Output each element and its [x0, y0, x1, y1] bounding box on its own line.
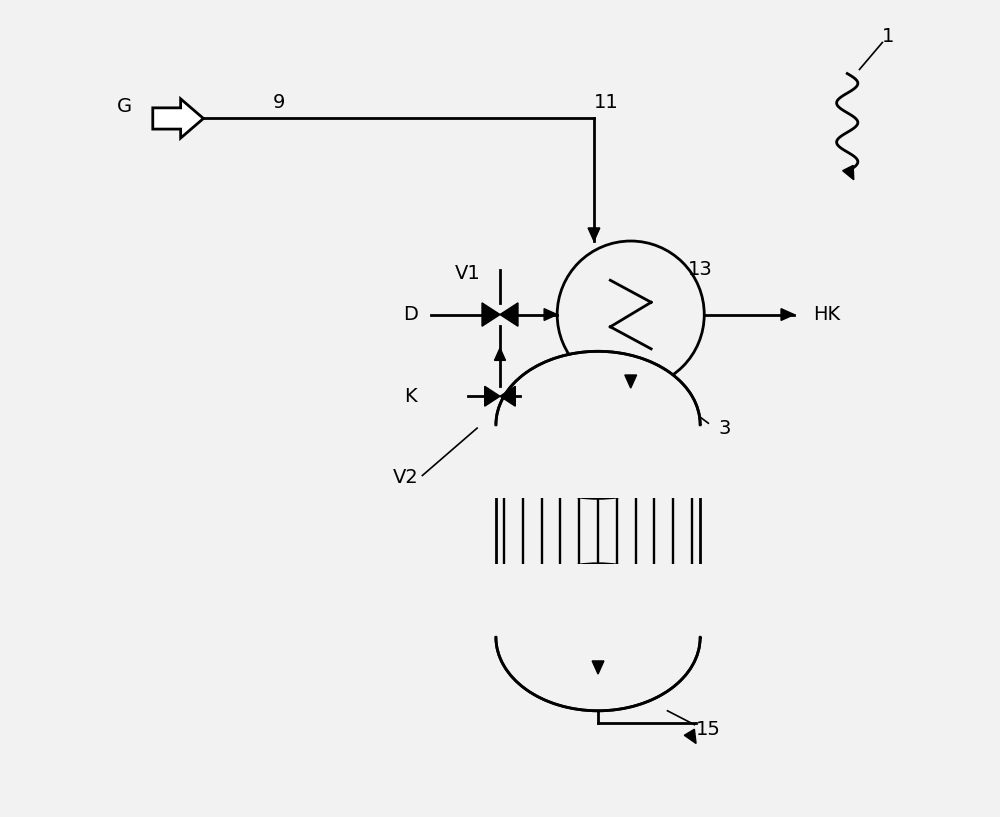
Polygon shape [544, 309, 557, 320]
Text: 15: 15 [696, 720, 721, 739]
Polygon shape [625, 375, 637, 388]
Text: G: G [117, 96, 132, 116]
Text: HK: HK [813, 305, 840, 324]
Text: K: K [404, 386, 416, 406]
Polygon shape [588, 228, 600, 241]
Polygon shape [684, 730, 696, 743]
Ellipse shape [496, 564, 700, 711]
Text: 11: 11 [594, 92, 619, 112]
Text: 13: 13 [688, 260, 713, 279]
Text: 3: 3 [718, 419, 731, 439]
Polygon shape [592, 661, 604, 674]
FancyBboxPatch shape [488, 564, 708, 637]
Text: 9: 9 [273, 92, 286, 112]
Polygon shape [153, 99, 203, 138]
Text: D: D [403, 305, 418, 324]
Polygon shape [485, 386, 500, 406]
Polygon shape [494, 348, 506, 360]
Polygon shape [500, 303, 518, 326]
Polygon shape [500, 386, 515, 406]
Text: V2: V2 [393, 468, 419, 488]
Polygon shape [482, 303, 500, 326]
Polygon shape [781, 309, 794, 320]
Text: 1: 1 [882, 27, 894, 47]
Polygon shape [843, 165, 854, 180]
FancyBboxPatch shape [488, 425, 708, 498]
Text: V1: V1 [454, 264, 480, 283]
Ellipse shape [496, 351, 700, 498]
